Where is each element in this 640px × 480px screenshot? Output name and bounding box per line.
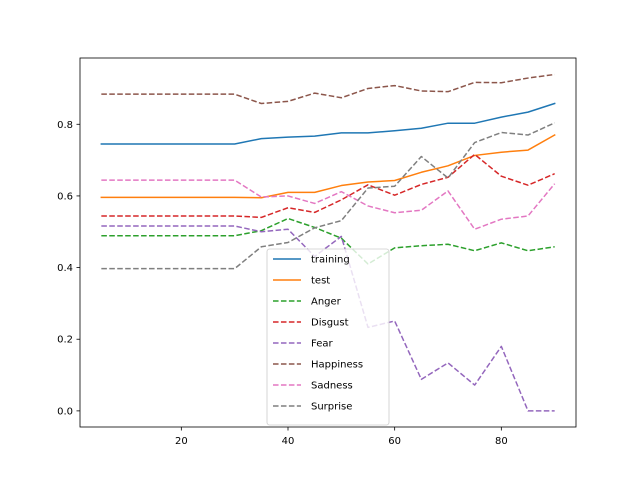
legend-label-test: test: [311, 276, 330, 287]
legend-box: [266, 248, 390, 426]
legend-label-fear: Fear: [311, 339, 333, 350]
series-line-sadness: [101, 179, 556, 230]
y-tick-label: 0.8: [57, 120, 73, 131]
y-tick-label: 0.4: [57, 263, 73, 274]
plot-frame: [79, 57, 577, 428]
axes: 20 40 60 80 0.0 0.2 0.4 0.6 0.8: [57, 57, 577, 447]
y-tick-label: 0.0: [57, 406, 73, 417]
x-tick-label: 40: [282, 436, 295, 447]
legend-label-sadness: Sadness: [311, 381, 353, 392]
x-tick-label: 20: [175, 436, 188, 447]
series-line-training: [100, 102, 556, 145]
x-tick-label: 60: [388, 436, 401, 447]
series-line-happiness: [101, 73, 555, 105]
y-tick-label: 0.2: [57, 335, 73, 346]
series-line-fear: [101, 225, 555, 412]
legend-label-happiness: Happiness: [311, 360, 363, 371]
y-tick-label: 0.6: [57, 191, 73, 202]
series-layer: [100, 73, 556, 412]
legend-label-surprise: Surprise: [311, 402, 352, 413]
legend-label-training: training: [311, 255, 350, 266]
x-tick-label: 80: [495, 436, 508, 447]
legend-label-disgust: Disgust: [311, 318, 349, 329]
legend-label-anger: Anger: [311, 297, 342, 308]
legend: training test Anger Disgust Fear Happiness Sad…: [266, 248, 390, 426]
series-line-disgust: [101, 153, 555, 219]
series-line-test: [100, 133, 556, 199]
series-line-surprise: [101, 122, 555, 270]
series-line-anger: [101, 217, 555, 265]
